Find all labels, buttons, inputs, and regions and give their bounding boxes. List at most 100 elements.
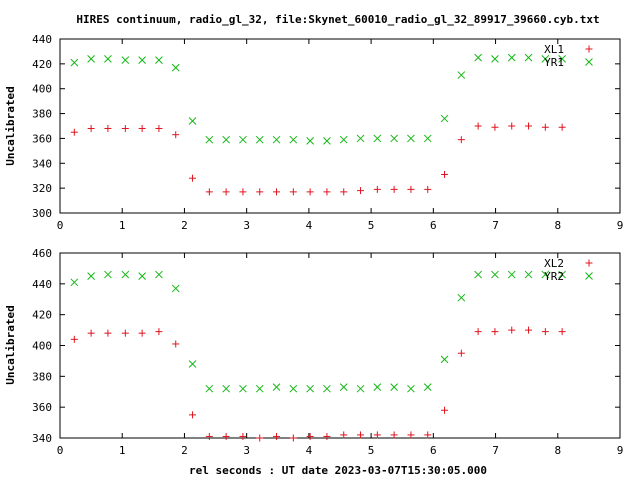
xl1-point (87, 124, 95, 132)
yr2-point (121, 270, 130, 279)
yr1-point (255, 135, 264, 144)
xl1-legend-label: XL1 (544, 43, 564, 56)
xl1-point (70, 128, 78, 136)
bottom-x-tick-label: 2 (181, 444, 188, 457)
yr1-point (239, 135, 247, 144)
yr2-point (356, 384, 365, 393)
xl1-point (491, 123, 499, 131)
xl2-legend-label: XL2 (544, 257, 564, 270)
xl2-point (407, 431, 415, 439)
xl2-point (306, 432, 314, 440)
yr1-point (323, 137, 331, 145)
yr2-point (222, 384, 230, 393)
yr2-point (423, 383, 432, 391)
xl1-point (340, 188, 348, 196)
yr2-point (272, 383, 281, 391)
x-axis-label: rel seconds : UT date 2023-03-07T15:30:0… (189, 464, 487, 477)
yr1-point (104, 55, 112, 63)
top-x-tick-label: 4 (306, 219, 313, 232)
top-x-tick-label: 1 (119, 219, 126, 232)
yr1-point (171, 63, 180, 72)
yr2-point (457, 293, 466, 302)
xl1-point (121, 124, 129, 132)
xl2-point (121, 329, 129, 337)
yr1-point (188, 117, 197, 125)
xl1-point (289, 188, 297, 196)
yr2-point (474, 270, 482, 279)
bottom-y-axis-label: Uncalibrated (4, 305, 17, 384)
yr1-point (289, 135, 298, 144)
bottom-x-tick-label: 3 (243, 444, 250, 457)
yr1-point (356, 134, 365, 143)
yr1-point (423, 134, 432, 143)
bottom-x-tick-label: 7 (492, 444, 499, 457)
yr1-point (222, 135, 230, 144)
top-x-tick-label: 5 (368, 219, 375, 232)
top-plot-frame (59, 38, 621, 214)
yr2-point (558, 270, 566, 279)
xl1-legend-marker (585, 45, 593, 53)
xl1-point (189, 174, 197, 182)
top-y-tick-label: 440 (32, 33, 52, 46)
yr1-point (205, 135, 214, 144)
xl1-point (172, 131, 180, 139)
xl1-point (306, 188, 314, 196)
yr2-point (407, 384, 415, 393)
xl1-point (474, 122, 482, 130)
xl2-point (239, 432, 247, 440)
bottom-x-tick-label: 8 (554, 444, 561, 457)
yr1-point (457, 71, 466, 79)
xl2-point (508, 326, 516, 334)
yr2-point (188, 360, 197, 368)
yr2-point (373, 383, 382, 391)
xl1-point (273, 188, 281, 196)
yr2-point (440, 355, 449, 364)
xl2-point (457, 349, 465, 357)
xl2-point (491, 328, 499, 336)
xl1-point (407, 185, 415, 193)
yr2-legend-marker (585, 272, 593, 280)
yr2-point (507, 270, 516, 279)
xl2-point (424, 431, 432, 439)
xl2-point (138, 329, 146, 337)
xl2-point (525, 326, 533, 334)
xl1-point (239, 188, 247, 196)
yr1-point (524, 53, 533, 62)
yr1-point (541, 55, 550, 63)
xl1-point (508, 122, 516, 130)
yr1-point (407, 134, 415, 143)
yr2-point (339, 383, 348, 391)
yr1-point (138, 56, 146, 64)
xl2-point (541, 328, 549, 336)
yr2-point (205, 384, 214, 393)
yr1-point (474, 53, 482, 62)
bottom-x-tick-label: 6 (430, 444, 437, 457)
yr2-point (155, 270, 163, 279)
bottom-x-tick-label: 4 (306, 444, 313, 457)
yr1-point (306, 137, 314, 145)
top-y-tick-label: 300 (32, 207, 52, 220)
xl1-point (205, 188, 213, 196)
yr2-point (491, 270, 499, 279)
xl2-point (390, 431, 398, 439)
yr2-point (541, 270, 550, 279)
xl2-point (205, 432, 213, 440)
yr2-point (323, 384, 331, 393)
yr1-point (390, 134, 398, 143)
yr2-point (524, 270, 533, 279)
top-y-tick-label: 400 (32, 83, 52, 96)
top-panel: Uncalibrated 0 1 2 3 4 5 6 7 8 9 300 320 340 360 380 40… (4, 33, 623, 232)
yr2-point (87, 272, 95, 280)
xl1-point (104, 124, 112, 132)
xl1-point (457, 136, 465, 144)
yr2-point (138, 272, 146, 280)
top-y-tick-label: 380 (32, 108, 52, 121)
yr1-point (440, 114, 449, 123)
yr1-legend-marker (585, 58, 593, 66)
yr1-point (491, 55, 499, 63)
xl2-point (289, 434, 297, 442)
yr1-point (373, 134, 382, 143)
xl2-point (340, 431, 348, 439)
